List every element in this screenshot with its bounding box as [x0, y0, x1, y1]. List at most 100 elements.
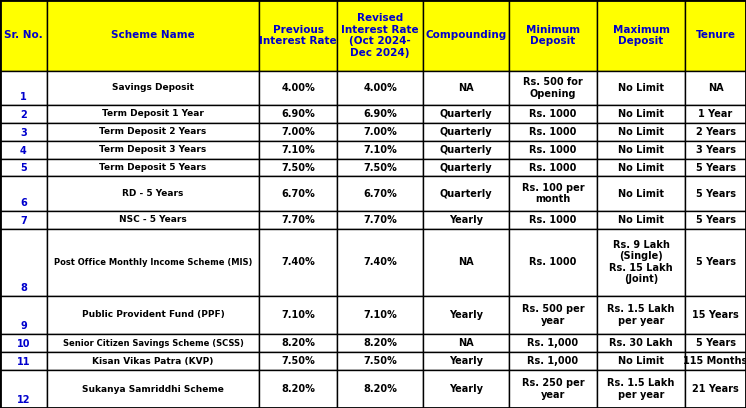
- Text: 3 Years: 3 Years: [695, 145, 736, 155]
- Text: Compounding: Compounding: [425, 30, 507, 40]
- Text: 7.10%: 7.10%: [363, 145, 397, 155]
- Bar: [337, 370, 423, 408]
- Bar: [509, 370, 597, 408]
- Text: 6.90%: 6.90%: [281, 109, 315, 119]
- Text: Yearly: Yearly: [449, 215, 483, 225]
- Text: 7: 7: [20, 215, 27, 226]
- Text: Quarterly: Quarterly: [439, 145, 492, 155]
- Text: 21 Years: 21 Years: [692, 384, 739, 394]
- Text: Rs. 1000: Rs. 1000: [530, 257, 577, 267]
- Text: No Limit: No Limit: [618, 188, 664, 199]
- Bar: [259, 71, 337, 105]
- Text: 7.50%: 7.50%: [281, 162, 315, 173]
- Text: No Limit: No Limit: [618, 109, 664, 119]
- Bar: [259, 334, 337, 352]
- Bar: [423, 352, 509, 370]
- Text: 1 Year: 1 Year: [698, 109, 733, 119]
- Bar: [597, 123, 685, 141]
- Text: Rs. 1.5 Lakh
per year: Rs. 1.5 Lakh per year: [607, 378, 674, 400]
- Text: Tenure: Tenure: [695, 30, 736, 40]
- Text: No Limit: No Limit: [618, 145, 664, 155]
- Bar: [47, 228, 259, 295]
- Text: Sukanya Samriddhi Scheme: Sukanya Samriddhi Scheme: [82, 384, 224, 393]
- Bar: [509, 141, 597, 159]
- Bar: [0, 211, 47, 228]
- Bar: [597, 211, 685, 228]
- Bar: [509, 295, 597, 334]
- Text: Term Deposit 1 Year: Term Deposit 1 Year: [102, 109, 204, 118]
- Text: NA: NA: [458, 83, 474, 93]
- Text: Rs. 1,000: Rs. 1,000: [527, 338, 579, 348]
- Bar: [509, 352, 597, 370]
- Bar: [423, 370, 509, 408]
- Bar: [47, 370, 259, 408]
- Text: Rs. 30 Lakh: Rs. 30 Lakh: [609, 338, 673, 348]
- Text: 8.20%: 8.20%: [363, 384, 397, 394]
- Bar: [423, 141, 509, 159]
- Bar: [509, 176, 597, 211]
- Text: Rs. 9 Lakh
(Single)
Rs. 15 Lakh
(Joint): Rs. 9 Lakh (Single) Rs. 15 Lakh (Joint): [609, 239, 673, 284]
- Bar: [597, 0, 685, 71]
- Text: No Limit: No Limit: [618, 162, 664, 173]
- Bar: [337, 228, 423, 295]
- Text: Post Office Monthly Income Scheme (MIS): Post Office Monthly Income Scheme (MIS): [54, 257, 252, 266]
- Bar: [685, 141, 746, 159]
- Bar: [47, 71, 259, 105]
- Bar: [597, 159, 685, 176]
- Text: Rs. 1000: Rs. 1000: [530, 215, 577, 225]
- Bar: [423, 123, 509, 141]
- Text: Kisan Vikas Patra (KVP): Kisan Vikas Patra (KVP): [93, 357, 213, 366]
- Bar: [423, 295, 509, 334]
- Bar: [509, 123, 597, 141]
- Text: 1: 1: [20, 92, 27, 102]
- Text: Public Provident Fund (PPF): Public Provident Fund (PPF): [81, 310, 225, 319]
- Bar: [0, 334, 47, 352]
- Bar: [423, 176, 509, 211]
- Bar: [337, 295, 423, 334]
- Bar: [47, 211, 259, 228]
- Bar: [259, 211, 337, 228]
- Text: Rs. 1.5 Lakh
per year: Rs. 1.5 Lakh per year: [607, 304, 674, 326]
- Text: No Limit: No Limit: [618, 215, 664, 225]
- Text: 7.40%: 7.40%: [281, 257, 315, 267]
- Bar: [337, 105, 423, 123]
- Bar: [509, 0, 597, 71]
- Text: 2 Years: 2 Years: [695, 127, 736, 137]
- Bar: [0, 352, 47, 370]
- Bar: [259, 352, 337, 370]
- Bar: [259, 159, 337, 176]
- Bar: [423, 105, 509, 123]
- Text: Savings Deposit: Savings Deposit: [112, 83, 194, 92]
- Bar: [0, 370, 47, 408]
- Text: 7.00%: 7.00%: [281, 127, 315, 137]
- Bar: [597, 141, 685, 159]
- Bar: [47, 176, 259, 211]
- Bar: [0, 159, 47, 176]
- Bar: [423, 159, 509, 176]
- Bar: [0, 123, 47, 141]
- Text: 7.40%: 7.40%: [363, 257, 397, 267]
- Text: No Limit: No Limit: [618, 127, 664, 137]
- Text: 2: 2: [20, 110, 27, 120]
- Bar: [423, 211, 509, 228]
- Text: Rs. 1000: Rs. 1000: [530, 109, 577, 119]
- Text: 5 Years: 5 Years: [695, 188, 736, 199]
- Text: Maximum
Deposit: Maximum Deposit: [612, 24, 669, 46]
- Bar: [423, 334, 509, 352]
- Text: Quarterly: Quarterly: [439, 162, 492, 173]
- Text: 9: 9: [20, 321, 27, 331]
- Text: Yearly: Yearly: [449, 310, 483, 320]
- Text: 12: 12: [16, 395, 31, 405]
- Bar: [259, 105, 337, 123]
- Bar: [597, 370, 685, 408]
- Text: RD - 5 Years: RD - 5 Years: [122, 189, 184, 198]
- Bar: [0, 295, 47, 334]
- Text: NA: NA: [458, 338, 474, 348]
- Text: Rs. 100 per
month: Rs. 100 per month: [521, 183, 584, 204]
- Text: 7.70%: 7.70%: [281, 215, 315, 225]
- Text: Minimum
Deposit: Minimum Deposit: [526, 24, 580, 46]
- Bar: [0, 0, 47, 71]
- Text: 7.00%: 7.00%: [363, 127, 397, 137]
- Bar: [337, 0, 423, 71]
- Text: 7.50%: 7.50%: [363, 162, 397, 173]
